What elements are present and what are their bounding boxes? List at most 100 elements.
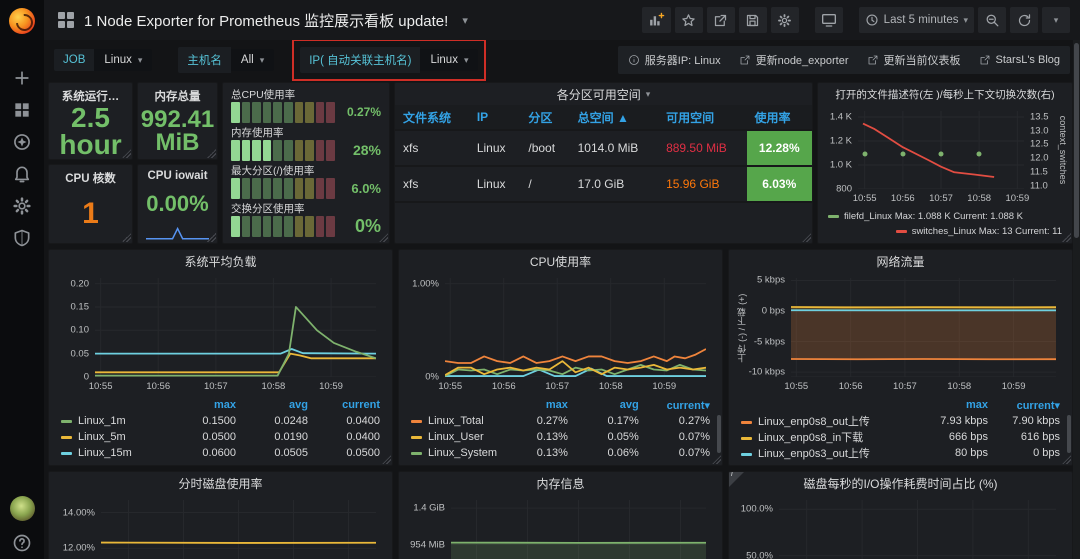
star-button[interactable]	[674, 7, 703, 33]
chart-plot[interactable]: 5 kbps 0 bps -5 kbps -10 kbps 10:55 10:56 10:5…	[737, 275, 1056, 392]
legend-column-header[interactable]: max	[965, 399, 988, 411]
panel-title[interactable]: 内存信息	[399, 472, 722, 494]
gauge-bar[interactable]	[231, 177, 335, 199]
resize-handle[interactable]	[382, 455, 391, 464]
resize-handle[interactable]	[122, 149, 131, 158]
panel-title[interactable]: 打开的文件描述符(左 )/每秒上下文切换次数(右)	[818, 83, 1072, 105]
resize-handle[interactable]	[802, 233, 811, 242]
legend-column-header[interactable]: avg	[289, 399, 308, 411]
panel-title[interactable]: 分时磁盘使用率	[49, 472, 392, 494]
zoom-out-button[interactable]	[978, 7, 1006, 33]
panel-title[interactable]: 系统平均负载	[49, 250, 392, 272]
share-button[interactable]	[706, 7, 735, 33]
legend-series-name[interactable]: Linux_1m	[59, 413, 166, 429]
refresh-button[interactable]	[1010, 7, 1038, 33]
gauge-bar-line: 0.27%	[231, 101, 381, 123]
legend-scrollbar[interactable]	[717, 415, 721, 453]
scrollbar-thumb[interactable]	[1074, 43, 1079, 238]
resize-handle[interactable]	[207, 149, 216, 158]
variable-dropdown[interactable]: All ▾	[230, 49, 275, 71]
dashboard-title[interactable]: 1 Node Exporter for Prometheus 监控展示看板 up…	[84, 12, 449, 30]
stat-value-line: 1	[82, 197, 99, 231]
panel-title[interactable]: 磁盘每秒的I/O操作耗费时间占比 (%)	[729, 472, 1072, 494]
time-range-picker[interactable]: Last 5 minutes ▾	[858, 7, 974, 33]
panel-load-average: 系统平均负载 0.20 0.15 0.10 0.05 0 10:55 10:56 10:57 1…	[48, 249, 393, 466]
chart-plot[interactable]: 100.0% 50.0%	[741, 500, 1056, 559]
gauge-bar[interactable]	[231, 139, 335, 161]
legend-column-header[interactable]: max	[213, 399, 236, 411]
legend-series-name[interactable]: Linux_enp0s3_out上传	[739, 445, 918, 461]
sidebar-item-server-admin[interactable]	[5, 225, 39, 251]
legend-scrollbar[interactable]	[1067, 415, 1071, 453]
chart-plot[interactable]: 1.00% 0% 10:55 10:56 10:57 10:58 10:59	[412, 278, 706, 392]
variable-dropdown[interactable]: Linux ▾	[94, 49, 153, 71]
legend-column-header[interactable]: current▾	[666, 399, 710, 412]
x-axis-tick-label: 10:58	[967, 193, 992, 204]
resize-handle[interactable]	[712, 455, 721, 464]
dashboard-link[interactable]: 更新node_exporter	[739, 52, 849, 68]
panel-title[interactable]: 网络流量	[729, 250, 1072, 272]
legend-series-name[interactable]: Linux_enp0s8_in下载	[739, 429, 918, 445]
chart-plot[interactable]: 1.4 GiB 954 MiB	[410, 500, 706, 559]
legend-series-color	[61, 435, 72, 439]
legend-column-header[interactable]: max	[545, 399, 568, 411]
dashboard-link-text: 更新node_exporter	[755, 55, 849, 67]
gauge-segment	[305, 101, 314, 123]
legend-series-text[interactable]: switches_Linux Max: 13 Current: 11	[911, 226, 1062, 237]
chart-plot[interactable]: 0.20 0.15 0.10 0.05 0 10:55 10:56 10:57 10:58 10:…	[71, 278, 376, 392]
panel-title[interactable]: 各分区可用空间 ▾	[395, 83, 812, 105]
panel-info-corner[interactable]	[729, 472, 744, 487]
chart-plot[interactable]: 14.00%12.00%10.00%	[63, 500, 376, 559]
dashboard-link[interactable]: 更新当前仪表板	[867, 52, 961, 68]
page-scrollbar[interactable]	[1073, 40, 1080, 559]
table-column-header[interactable]: 使用率	[746, 105, 812, 131]
variable-dropdown[interactable]: Linux ▾	[420, 49, 479, 71]
resize-handle[interactable]	[1062, 233, 1071, 242]
legend-column-header[interactable]: current	[342, 399, 380, 411]
legend-series-name[interactable]: Linux_System	[409, 445, 499, 461]
gauge-label: 最大分区(/)使用率	[231, 165, 315, 177]
legend-series-name[interactable]: Linux_15m	[59, 445, 166, 461]
stat-value-line: 992.41	[140, 105, 215, 133]
cycle-view-button[interactable]	[814, 7, 843, 33]
table-column-header[interactable]: 文件系统	[395, 105, 469, 131]
resize-handle[interactable]	[379, 233, 388, 242]
resize-handle[interactable]	[207, 233, 216, 242]
legend-column-header[interactable]: avg	[619, 399, 639, 411]
gauge-bar[interactable]	[231, 215, 335, 237]
sidebar-item-alerting[interactable]	[5, 161, 39, 187]
y-axis-label: 上传 (-) / 下载 (+)	[737, 293, 747, 362]
add-panel-button[interactable]	[641, 7, 671, 33]
user-avatar[interactable]	[9, 496, 35, 521]
gauge-segment	[252, 101, 261, 123]
save-button[interactable]	[738, 7, 767, 33]
refresh-interval-dropdown[interactable]: ▾	[1042, 7, 1070, 33]
dashboard-settings-button[interactable]	[770, 7, 799, 33]
gauge-bar[interactable]	[231, 101, 335, 123]
sidebar-item-configuration[interactable]	[5, 193, 39, 219]
sidebar-item-help[interactable]	[5, 530, 39, 556]
sidebar-item-create[interactable]	[5, 65, 39, 91]
table-column-header[interactable]: 可用空间	[658, 105, 747, 131]
legend-series-name[interactable]: Linux_enp0s8_out上传	[739, 413, 918, 429]
table-column-header[interactable]: 分区	[520, 105, 570, 131]
panel-title[interactable]: CPU使用率	[399, 250, 722, 272]
grafana-logo[interactable]	[9, 8, 35, 34]
variable-label: JOB	[54, 49, 95, 71]
table-cell: /boot	[520, 130, 570, 167]
sidebar-item-dashboards[interactable]	[5, 97, 39, 123]
table-column-header[interactable]: 总空间 ▲	[569, 105, 659, 131]
legend-column-header[interactable]: current▾	[1016, 399, 1060, 412]
table-column-header[interactable]: IP	[468, 105, 521, 131]
legend-series-name[interactable]: Linux_5m	[59, 429, 166, 445]
legend-series-name[interactable]: Linux_Total	[409, 413, 499, 429]
chart-plot[interactable]: 1.4 K 1.2 K 1.0 K 800 13.5 13.0 12.5 12.0 11.5 11…	[830, 111, 1068, 204]
legend-series-text[interactable]: filefd_Linux Max: 1.088 K Current: 1.088…	[844, 211, 1024, 222]
legend-series-name[interactable]: Linux_User	[409, 429, 499, 445]
resize-handle[interactable]	[1062, 455, 1071, 464]
resize-handle[interactable]	[122, 233, 131, 242]
sidebar-item-explore[interactable]	[5, 129, 39, 155]
dashboard-link[interactable]: StarsL's Blog	[979, 54, 1060, 66]
template-variables: JOB Linux ▾ 主机名 All ▾ IP( 自动关联主机名) Linux ▾	[54, 39, 504, 81]
title-caret-icon[interactable]: ▾	[462, 14, 468, 27]
